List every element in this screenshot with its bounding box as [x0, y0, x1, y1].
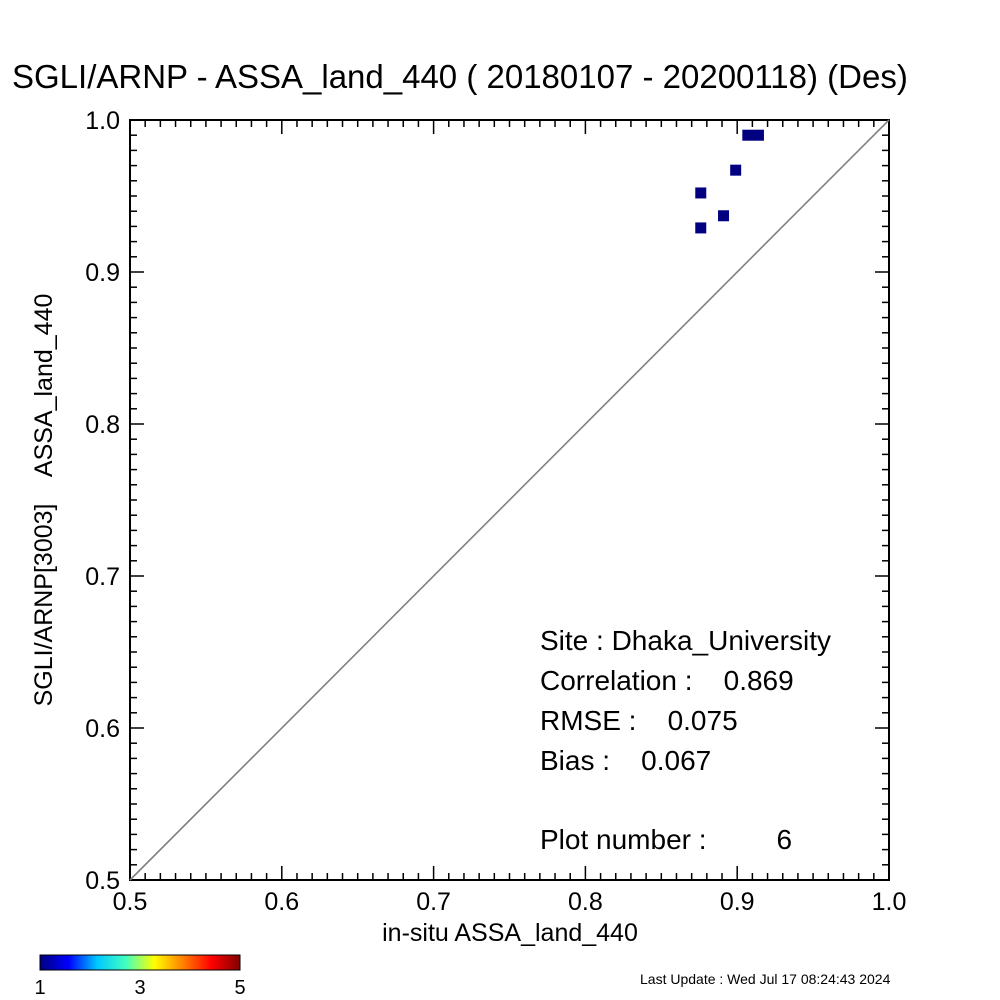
- last-update: Last Update : Wed Jul 17 08:24:43 2024: [640, 971, 891, 987]
- data-point: [695, 187, 707, 199]
- y-tick-label: 0.7: [85, 563, 120, 591]
- chart-title: SGLI/ARNP - ASSA_land_440 ( 20180107 - 2…: [12, 58, 908, 95]
- data-point: [718, 210, 730, 222]
- stat-plot-number: Plot number : 6: [540, 824, 792, 855]
- y-tick-label: 1.0: [85, 107, 120, 135]
- colorbar-tick-label: 5: [234, 977, 245, 999]
- data-point: [742, 129, 754, 141]
- colorbar-gradient: [39, 954, 241, 971]
- x-tick-label: 0.5: [113, 888, 148, 916]
- stat-rmse: RMSE : 0.075: [540, 705, 738, 736]
- stat-site: Site : Dhaka_University: [540, 625, 831, 656]
- x-tick-label: 0.7: [416, 888, 451, 916]
- x-tick-label: 0.9: [720, 888, 755, 916]
- y-tick-label: 0.9: [85, 259, 120, 287]
- plot-axes: 0.5 0.6 0.7 0.8 0.9 1.0 0.5 0.6 0.7 0.8 0.9 1.0: [85, 107, 906, 916]
- x-tick-label: 1.0: [872, 888, 907, 916]
- y-tick-label: 0.8: [85, 411, 120, 439]
- stat-bias: Bias : 0.067: [540, 745, 711, 776]
- x-tick-label: 0.8: [568, 888, 603, 916]
- data-point: [730, 164, 742, 176]
- data-point: [752, 129, 764, 141]
- colorbar: 1 3 5: [34, 954, 246, 999]
- stat-correlation: Correlation : 0.869: [540, 665, 794, 696]
- colorbar-tick-label: 1: [34, 977, 45, 999]
- y-axis-label: SGLI/ARNP[3003] ASSA_land_440: [30, 294, 58, 707]
- data-point: [695, 222, 707, 234]
- colorbar-tick-label: 3: [134, 977, 145, 999]
- y-tick-label: 0.6: [85, 715, 120, 743]
- y-tick-label: 0.5: [85, 867, 120, 895]
- x-axis-label: in-situ ASSA_land_440: [382, 919, 638, 947]
- diagonal-line: [129, 119, 890, 881]
- x-tick-label: 0.6: [264, 888, 299, 916]
- data-points: [695, 129, 764, 234]
- one-to-one-line: [129, 119, 890, 881]
